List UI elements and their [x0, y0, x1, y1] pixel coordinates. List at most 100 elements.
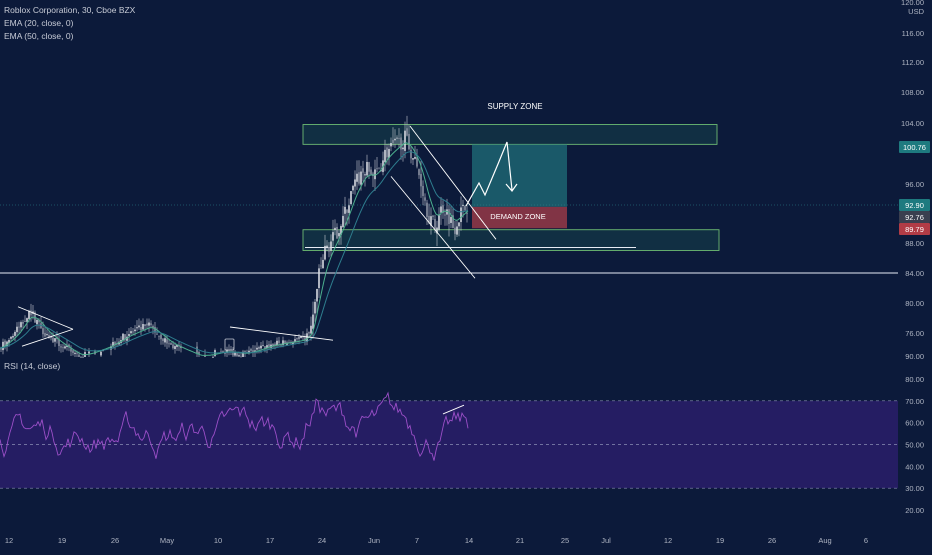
time-axis-tick: 14 — [465, 536, 473, 545]
candle-body — [390, 143, 392, 146]
candle-body — [54, 338, 56, 341]
candle-body — [134, 330, 136, 331]
time-axis-tick: 19 — [58, 536, 66, 545]
candle-body — [374, 169, 376, 179]
candle-body — [366, 162, 368, 175]
price-axis-tick: 76.00 — [905, 329, 924, 338]
candle-body — [316, 289, 318, 301]
time-axis-tick: Aug — [818, 536, 831, 545]
price-label-stop: 89.79 — [905, 225, 924, 234]
price-label-entry: 92.90 — [905, 201, 924, 210]
candle-body — [62, 347, 64, 348]
candle-body — [450, 217, 452, 223]
candle-body — [422, 186, 424, 196]
candle-body — [352, 186, 354, 190]
note-icon — [225, 339, 234, 350]
candle-body — [456, 226, 458, 234]
candle-body — [122, 334, 124, 340]
price-label-last: 92.76 — [905, 213, 924, 222]
price-axis-tick: 112.00 — [902, 58, 924, 67]
candle-body — [460, 207, 462, 222]
candle-body — [396, 138, 398, 139]
candle-body — [174, 346, 176, 349]
candle-body — [36, 320, 38, 324]
candle-body — [332, 232, 334, 241]
candle-body — [328, 247, 330, 252]
candle-body — [356, 174, 358, 182]
candle-body — [262, 345, 264, 346]
candle-body — [144, 325, 146, 326]
candle-body — [440, 206, 442, 212]
price-axis-tick: 104.00 — [901, 119, 924, 128]
candle-body — [294, 339, 296, 341]
time-axis-tick: 7 — [415, 536, 419, 545]
candle-body — [30, 310, 32, 315]
candle-body — [258, 347, 260, 348]
candle-body — [156, 334, 158, 335]
candle-body — [128, 334, 130, 336]
time-axis-tick: Jul — [601, 536, 611, 545]
candle-body — [322, 260, 324, 268]
candle-body — [22, 323, 24, 324]
candle-body — [416, 157, 418, 166]
price-axis-tick: 80.00 — [905, 299, 924, 308]
candle-body — [168, 343, 170, 344]
candle-body — [170, 343, 172, 345]
candle-body — [346, 210, 348, 213]
rsi-axis-tick: 30.00 — [905, 484, 924, 493]
candle-body — [354, 179, 356, 186]
candle-body — [368, 162, 370, 172]
candle-body — [466, 213, 468, 214]
ema50-legend: EMA (50, close, 0) — [4, 31, 73, 41]
demand-zone-label: DEMAND ZONE — [490, 212, 545, 221]
candle-body — [326, 246, 328, 248]
candle-body — [142, 324, 144, 329]
candle-body — [458, 222, 460, 226]
supply-zone-label: SUPPLY ZONE — [487, 102, 542, 111]
currency-label: USD — [908, 7, 924, 16]
time-axis-tick: 26 — [111, 536, 119, 545]
candle-body — [412, 158, 414, 159]
candle-body — [136, 327, 138, 328]
candle-body — [148, 323, 150, 326]
candle-body — [394, 139, 396, 141]
candle-body — [410, 150, 412, 159]
candle-body — [88, 352, 90, 354]
candle-body — [298, 337, 300, 338]
candle-body — [408, 134, 410, 149]
candle-body — [376, 168, 378, 169]
candle-body — [342, 216, 344, 227]
price-axis-tick: 90.00 — [905, 352, 924, 361]
candle-body — [14, 332, 16, 336]
price-axis-tick: 120.00 — [901, 0, 924, 7]
candle-body — [72, 350, 74, 353]
candle-body — [74, 353, 76, 354]
price-axis-tick: 84.00 — [905, 269, 924, 278]
candle-body — [80, 357, 82, 358]
candle-body — [330, 241, 332, 250]
candle-body — [250, 350, 252, 351]
rsi-axis-tick: 80.00 — [905, 375, 924, 384]
time-axis-tick: 6 — [864, 536, 868, 545]
rsi-axis-tick: 60.00 — [905, 419, 924, 428]
channel-lower — [391, 176, 475, 278]
candle-body — [364, 174, 366, 175]
target-box — [472, 144, 567, 207]
candle-body — [52, 338, 54, 343]
candle-body — [336, 227, 338, 238]
time-axis-tick: 17 — [266, 536, 274, 545]
time-axis-tick: 21 — [516, 536, 524, 545]
candle-body — [418, 169, 420, 175]
rsi-axis-tick: 40.00 — [905, 462, 924, 471]
candle-body — [146, 324, 148, 326]
candle-body — [386, 147, 388, 157]
candle-body — [462, 205, 464, 206]
candle-body — [162, 339, 164, 341]
candle-body — [76, 353, 78, 354]
candle-body — [424, 197, 426, 200]
candle-body — [360, 172, 362, 185]
candle-body — [60, 346, 62, 347]
candle-body — [338, 233, 340, 236]
